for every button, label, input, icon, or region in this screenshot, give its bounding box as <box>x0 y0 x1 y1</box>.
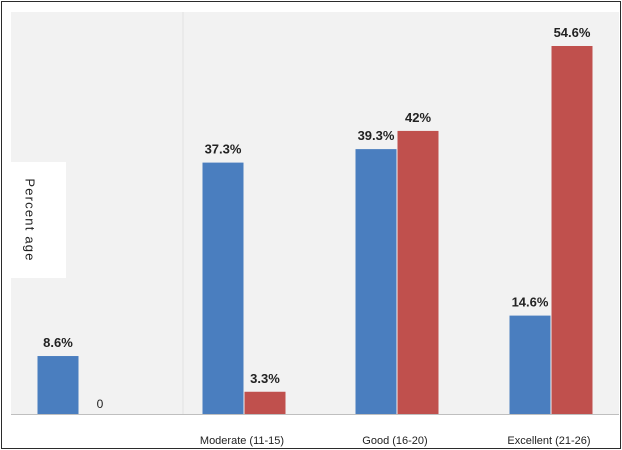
bar-s2-c4 <box>551 45 593 414</box>
data-label-s2-c4: 54.6% <box>554 25 591 40</box>
data-label-s1-c3: 39.3% <box>358 128 395 143</box>
bar-s1-c3 <box>355 149 397 415</box>
y-axis-label: Percent age <box>22 178 38 262</box>
x-tick-label-2: Moderate (11-15) <box>200 435 284 447</box>
data-label-s1-c4: 14.6% <box>512 295 549 310</box>
bar-s1-c4 <box>509 315 551 414</box>
bar-s2-c2 <box>244 391 286 414</box>
y-axis-label-box <box>11 162 66 278</box>
data-label-s2-c3: 42% <box>405 110 431 125</box>
bar-s2-c3 <box>397 130 439 415</box>
bar-s1-c2 <box>202 162 244 414</box>
x-tick-label-3: Good (16-20) <box>362 435 427 447</box>
data-label-s2-c1: 0 <box>97 397 104 411</box>
x-tick-label-4: Excellent (21-26) <box>507 435 590 447</box>
data-label-s1-c2: 37.3% <box>205 142 242 157</box>
data-label-s2-c2: 3.3% <box>250 371 280 386</box>
bar-s1-c1 <box>37 356 79 414</box>
data-label-s1-c1: 8.6% <box>43 335 73 350</box>
